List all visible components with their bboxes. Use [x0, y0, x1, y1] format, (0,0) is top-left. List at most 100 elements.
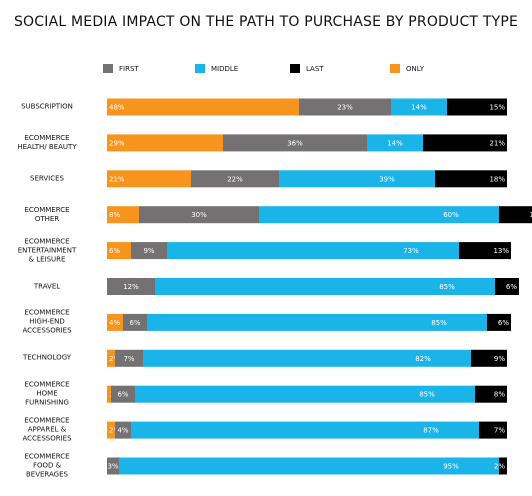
value-label: 4%: [109, 319, 120, 327]
value-label: 6%: [498, 319, 509, 327]
value-label: 36%: [287, 139, 303, 147]
value-label: 6%: [506, 283, 517, 291]
bar-segment: [107, 457, 119, 475]
bar-segment: [107, 349, 115, 367]
bar-segment: [155, 278, 495, 295]
legend-item: ONLY: [390, 64, 424, 73]
bar-segment: [191, 170, 279, 188]
value-label: 13%: [493, 247, 509, 255]
bar-segment: [367, 134, 423, 152]
category-label: SERVICES: [30, 174, 64, 183]
bar-segment: [487, 313, 511, 331]
bar-segment: [143, 349, 471, 367]
bar-segment: [147, 313, 487, 331]
bar-segment: [223, 134, 367, 152]
value-label: 3%: [107, 463, 118, 471]
value-label: 14%: [411, 104, 427, 112]
value-label: 4%: [117, 427, 128, 435]
bar-segment: [479, 421, 507, 439]
bar-segment: [299, 98, 391, 116]
category-label: SUBSCRIPTION: [21, 102, 73, 111]
category-label: ECOMMERCE FOOD & BEVERAGES: [24, 452, 70, 479]
bar-segment: [475, 385, 507, 403]
bar-segment: [499, 206, 532, 224]
value-label: 60%: [443, 211, 459, 219]
legend-label: FIRST: [119, 64, 139, 73]
bar-segment: [115, 421, 131, 439]
legend-label: MIDDLE: [211, 64, 239, 73]
bar-segment: [131, 421, 479, 439]
legend-label: ONLY: [406, 64, 424, 73]
bar-segment: [107, 206, 139, 224]
bar-segment: [111, 385, 135, 403]
category-label: TECHNOLOGY: [22, 353, 72, 362]
value-label: 6%: [109, 247, 120, 255]
value-label: 23%: [337, 104, 353, 112]
bar-segment: [435, 170, 507, 188]
legend-swatch: [103, 64, 113, 73]
value-label: 21%: [109, 175, 125, 183]
value-label: 7%: [123, 355, 134, 363]
value-label: 39%: [379, 175, 395, 183]
value-label: 2%: [494, 463, 505, 471]
legend-item: LAST: [290, 64, 324, 73]
bar-segment: [107, 385, 111, 403]
value-label: 6%: [117, 391, 128, 399]
bar-segment: [123, 313, 147, 331]
bar-segment: [107, 134, 223, 152]
value-label: 85%: [419, 391, 435, 399]
value-label: 18%: [489, 175, 505, 183]
bar-segment: [107, 242, 131, 260]
value-label: 29%: [109, 139, 125, 147]
bar-segment: [495, 278, 519, 295]
value-label: 85%: [439, 283, 455, 291]
value-label: 6%: [129, 319, 140, 327]
bar-segment: [471, 349, 507, 367]
value-label: 48%: [109, 104, 125, 112]
bar-segment: [107, 278, 155, 295]
bar-segment: [107, 313, 123, 331]
category-label: ECOMMERCE OTHER: [24, 205, 70, 223]
category-label: ECOMMERCE HIGH-END ACCESSORIES: [22, 308, 72, 335]
chart-title: SOCIAL MEDIA IMPACT ON THE PATH TO PURCH…: [13, 14, 519, 30]
bar-segment: [459, 242, 511, 260]
category-label: ECOMMERCE ENTERTAINMENT & LEISURE: [17, 237, 77, 264]
bar-segment: [499, 457, 507, 475]
legend-swatch: [290, 64, 300, 73]
bar-segment: [107, 421, 115, 439]
value-label: 22%: [227, 175, 243, 183]
value-label: 12%: [123, 283, 139, 291]
category-label: ECOMMERCE APPAREL & ACCESSORIES: [22, 416, 72, 443]
value-label: 82%: [415, 355, 431, 363]
bar-segment: [135, 385, 475, 403]
value-label: 14%: [387, 139, 403, 147]
value-label: 21%: [489, 139, 505, 147]
value-label: 95%: [443, 463, 459, 471]
value-label: 30%: [191, 211, 207, 219]
bar-segment: [391, 98, 447, 116]
value-label: 9%: [143, 247, 154, 255]
category-label: ECOMMERCE HEALTH/ BEAUTY: [17, 133, 77, 151]
bar-segment: [107, 98, 299, 116]
legend-item: FIRST: [103, 64, 139, 73]
value-label: 87%: [423, 427, 439, 435]
bar-segment: [107, 170, 191, 188]
value-label: 7%: [494, 427, 505, 435]
value-label: 85%: [431, 319, 447, 327]
bar-segment: [131, 242, 167, 260]
bar-segment: [423, 134, 507, 152]
value-label: 73%: [403, 247, 419, 255]
value-label: 2%: [109, 355, 120, 363]
bar-segment: [259, 206, 499, 224]
category-label: TRAVEL: [33, 282, 61, 290]
bar-segment: [119, 457, 499, 475]
bar-segment: [279, 170, 435, 188]
bar-segment: [167, 242, 459, 260]
legend-swatch: [390, 64, 400, 73]
value-label: 9%: [494, 355, 505, 363]
value-label: 15%: [489, 104, 505, 112]
category-label: ECOMMERCE HOME FURNISHING: [24, 380, 70, 407]
value-label: 2%: [109, 427, 120, 435]
